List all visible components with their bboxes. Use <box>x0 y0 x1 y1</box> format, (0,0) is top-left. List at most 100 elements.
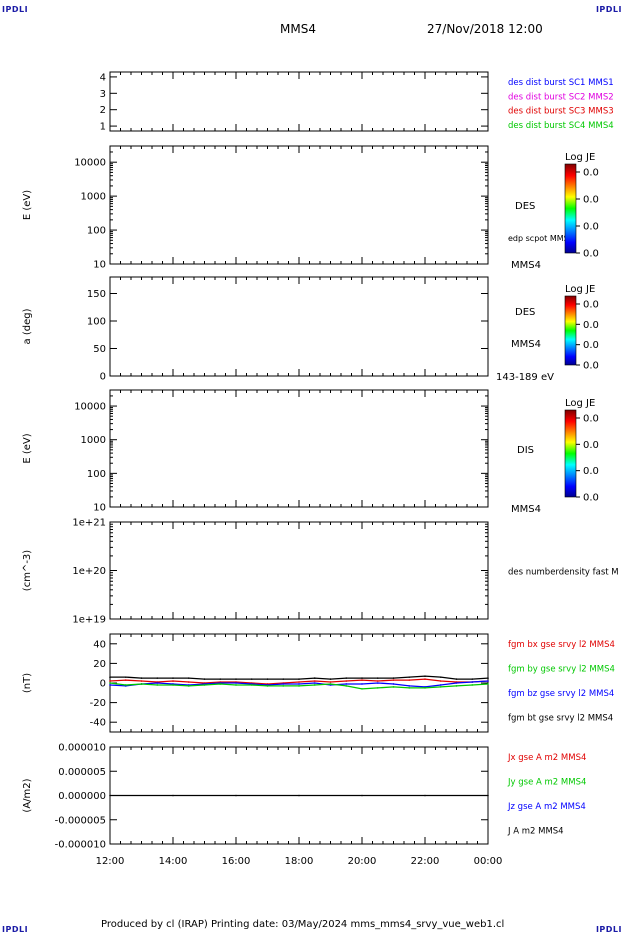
data-point <box>203 678 206 680</box>
colorbar-title: Log JE <box>565 284 595 295</box>
data-point <box>424 794 426 797</box>
panel-frame-2 <box>109 145 489 265</box>
panel-side-label: MMS4 <box>511 504 541 515</box>
legend-entry: J A m2 MMS4 <box>507 827 564 837</box>
panel-frame-3 <box>109 276 489 377</box>
data-point <box>392 683 395 685</box>
data-point <box>156 682 159 684</box>
colorbar-tick-label: 0.0 <box>583 249 599 260</box>
x-tick-label: 16:00 <box>222 856 251 867</box>
y-tick-label: 0.000010 <box>58 743 106 754</box>
x-tick-label: 18:00 <box>285 856 314 867</box>
data-point <box>219 678 222 680</box>
legend-entry: des dist burst SC1 MMS1 <box>508 78 614 88</box>
data-point <box>329 681 332 683</box>
data-point <box>172 677 174 679</box>
data-point <box>361 677 363 679</box>
data-point <box>235 684 237 686</box>
colorbar <box>564 295 577 366</box>
colorbar-tick-label: 0.0 <box>583 195 599 206</box>
data-point <box>172 680 174 682</box>
data-point <box>140 683 143 685</box>
colorbar <box>564 163 577 254</box>
colorbar-title: Log JE <box>565 152 595 163</box>
panel-side-label: DIS <box>517 445 534 456</box>
data-point <box>345 683 348 685</box>
y-tick-label: 100 <box>87 469 106 480</box>
data-point <box>156 677 159 679</box>
y-axis-label: (nT) <box>22 673 33 693</box>
y-tick-label: -20 <box>90 698 106 709</box>
data-point <box>455 685 458 687</box>
data-point <box>408 687 411 689</box>
data-point <box>424 687 426 689</box>
data-point <box>329 678 332 680</box>
data-point <box>109 676 111 678</box>
y-tick-label: 1e+20 <box>72 566 106 577</box>
data-point <box>424 675 426 677</box>
legend-entry: fgm bt gse srvy l2 MMS4 <box>508 714 613 724</box>
colorbar-tick-label: 0.0 <box>583 414 599 425</box>
y-tick-label: 1e+19 <box>72 615 106 626</box>
legend-entry: des numberdensity fast M <box>508 568 619 578</box>
colorbar-tick-label: 0.0 <box>583 168 599 179</box>
footer-credit: Produced by cl (IRAP) Printing date: 03/… <box>101 919 505 930</box>
panel-side-label: DES <box>515 307 535 318</box>
x-tick-label: 22:00 <box>411 856 440 867</box>
data-point <box>298 681 300 683</box>
data-point <box>172 794 174 797</box>
data-point <box>313 684 316 686</box>
colorbar-tick-label: 0.0 <box>583 340 599 351</box>
panel-side-label: DES <box>515 201 535 212</box>
data-point <box>187 681 190 683</box>
y-tick-label: 0.000000 <box>58 791 106 802</box>
legend-entry: fgm by gse srvy l2 MMS4 <box>508 665 615 675</box>
y-tick-label: 0 <box>100 372 106 383</box>
data-point <box>266 685 269 687</box>
data-point <box>455 682 458 684</box>
data-point <box>361 679 363 681</box>
colorbar-tick-label: 0.0 <box>583 300 599 311</box>
data-point <box>109 680 111 682</box>
data-point <box>439 680 442 682</box>
data-point <box>219 683 222 685</box>
panel-side-label: edp scpot MMS4 <box>508 234 574 243</box>
data-point <box>313 680 316 682</box>
data-point <box>313 682 316 684</box>
data-point <box>124 679 127 681</box>
y-tick-label: 0.000005 <box>58 767 106 778</box>
y-tick-label: 10 <box>93 260 106 271</box>
legend-entry: des dist burst SC2 MMS2 <box>508 92 614 102</box>
y-tick-label: 50 <box>93 344 106 355</box>
colorbar-title: Log JE <box>565 398 595 409</box>
data-point <box>471 681 474 683</box>
x-tick-label: 20:00 <box>348 856 377 867</box>
y-tick-label: 1e+21 <box>72 518 106 529</box>
data-point <box>361 683 363 685</box>
colorbar-tick-label: 0.0 <box>583 466 599 477</box>
spacecraft-title: MMS4 <box>280 22 316 36</box>
data-point <box>439 686 442 688</box>
y-tick-label: 1 <box>100 122 106 133</box>
y-tick-label: 3 <box>100 89 106 100</box>
data-point <box>250 678 253 680</box>
data-point <box>376 687 379 689</box>
data-point <box>455 678 458 680</box>
y-tick-label: -0.000010 <box>55 840 106 851</box>
data-point <box>187 677 190 679</box>
data-point <box>172 684 174 686</box>
data-point <box>298 685 300 687</box>
data-point <box>408 676 411 678</box>
x-tick-label: 00:00 <box>474 856 503 867</box>
data-point <box>392 679 395 681</box>
data-point <box>187 685 190 687</box>
y-tick-label: 1000 <box>81 192 106 203</box>
data-point <box>408 685 411 687</box>
x-tick-label: 14:00 <box>159 856 188 867</box>
data-point <box>424 678 426 680</box>
data-point <box>235 794 237 797</box>
data-point <box>298 794 300 797</box>
corner-label-top-left: IPDLI <box>2 5 29 14</box>
y-tick-label: 1000 <box>81 435 106 446</box>
